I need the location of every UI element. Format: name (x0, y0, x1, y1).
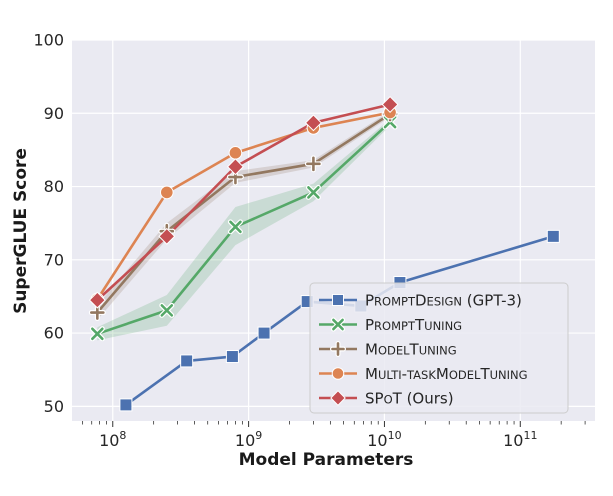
marker-spot-ours-2 (226, 158, 244, 176)
legend-label: SPOT (Ours) (365, 390, 454, 408)
legend-label: MULTI-TASKMODELTUNING (365, 365, 528, 383)
marker-prompttuning-3 (307, 186, 320, 199)
legend-swatch-marker (332, 318, 344, 331)
legend-label: MODELTUNING (365, 341, 457, 359)
legend-label: PROMPTTUNING (365, 316, 462, 334)
y-axis-label: SuperGLUE Score (11, 148, 31, 314)
marker-spot-ours-1 (158, 227, 176, 245)
marker-promptdesign-gpt-3-3 (257, 326, 271, 340)
legend-item-multi-taskmodeltuning: MULTI-TASKMODELTUNING (319, 365, 528, 383)
x-tick-label: 108 (99, 429, 126, 450)
marker-prompttuning-1 (160, 304, 174, 317)
y-tick-label: 60 (44, 324, 64, 343)
marker-promptdesign-gpt-3-0 (119, 398, 133, 412)
y-tick-label: 90 (44, 104, 64, 123)
y-tick-label: 50 (44, 397, 64, 416)
marker-spot-ours-0 (88, 291, 106, 309)
legend-box (309, 282, 569, 414)
marker-prompttuning-2 (229, 220, 242, 234)
marker-modeltuning-3 (306, 156, 321, 172)
marker-promptdesign-gpt-3-1 (180, 354, 194, 368)
marker-promptdesign-gpt-3-7 (546, 229, 560, 243)
legend-label: PROMPTDESIGN (GPT-3) (365, 292, 522, 310)
x-tick-label: 1011 (503, 429, 537, 450)
legend-swatch-marker (331, 342, 345, 356)
marker-multi-taskmodeltuning-1 (160, 185, 174, 200)
x-axis-ticks: 108 109 1010 1011 (82, 421, 586, 450)
marker-prompttuning-0 (91, 327, 104, 341)
legend-item-prompttuning: PROMPTTUNING (319, 316, 462, 334)
y-tick-label: 80 (44, 177, 64, 196)
legend-swatch-marker (331, 293, 345, 307)
y-tick-label: 70 (44, 250, 64, 269)
band-prompttuning (97, 119, 391, 341)
legend-item-modeltuning: MODELTUNING (319, 341, 457, 359)
legend-item-spot-ours: SPOT (Ours) (319, 390, 454, 408)
marker-promptdesign-gpt-3-2 (225, 350, 239, 364)
x-tick-label: 1010 (367, 429, 401, 450)
y-axis-ticks: 50 60 70 80 90 100 (33, 31, 64, 416)
x-tick-label: 109 (235, 429, 262, 450)
marker-spot-ours-3 (304, 114, 322, 132)
x-axis-label: Model Parameters (239, 450, 414, 470)
marker-multi-taskmodeltuning-2 (228, 146, 243, 160)
marker-spot-ours-4 (381, 95, 399, 113)
legend: PROMPTDESIGN (GPT-3) PROMPTTUNING MODELTUN… (309, 282, 569, 414)
legend-swatch-marker (330, 390, 346, 406)
y-tick-label: 100 (33, 31, 64, 50)
legend-swatch-marker (331, 367, 345, 380)
legend-item-promptdesign-gpt-3: PROMPTDESIGN (GPT-3) (319, 292, 522, 310)
